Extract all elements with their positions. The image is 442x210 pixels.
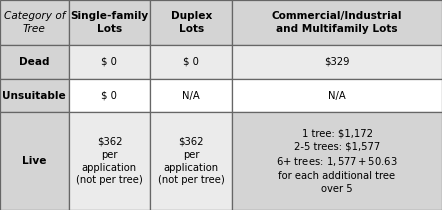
- Bar: [232, 45, 442, 79]
- Bar: [232, 0, 442, 45]
- Text: $ 0: $ 0: [102, 57, 117, 67]
- Bar: [0, 0, 69, 45]
- Bar: [0, 112, 69, 210]
- Text: Duplex
Lots: Duplex Lots: [171, 11, 212, 34]
- Bar: [69, 0, 150, 45]
- Bar: [69, 112, 150, 210]
- Text: Live: Live: [22, 156, 46, 166]
- Bar: [0, 79, 69, 112]
- Text: Dead: Dead: [19, 57, 50, 67]
- Text: N/A: N/A: [328, 91, 346, 101]
- Text: 1 tree: $1,172
2-5 trees: $1,577
6+ trees: $1,577 + $50.63
for each additional t: 1 tree: $1,172 2-5 trees: $1,577 6+ tree…: [276, 129, 398, 194]
- Text: $329: $329: [324, 57, 350, 67]
- Bar: [150, 112, 232, 210]
- Bar: [150, 0, 232, 45]
- Bar: [150, 79, 232, 112]
- Bar: [232, 112, 442, 210]
- Text: Unsuitable: Unsuitable: [2, 91, 66, 101]
- Bar: [69, 79, 150, 112]
- Text: Commercial/Industrial
and Multifamily Lots: Commercial/Industrial and Multifamily Lo…: [272, 11, 402, 34]
- Bar: [232, 79, 442, 112]
- Bar: [0, 45, 69, 79]
- Text: $362
per
application
(not per tree): $362 per application (not per tree): [158, 137, 225, 185]
- Text: Category of
Tree: Category of Tree: [4, 11, 65, 34]
- Bar: [150, 45, 232, 79]
- Bar: [69, 45, 150, 79]
- Text: $362
per
application
(not per tree): $362 per application (not per tree): [76, 137, 143, 185]
- Text: N/A: N/A: [182, 91, 200, 101]
- Text: Single-family
Lots: Single-family Lots: [70, 11, 149, 34]
- Text: $ 0: $ 0: [102, 91, 117, 101]
- Text: $ 0: $ 0: [183, 57, 199, 67]
